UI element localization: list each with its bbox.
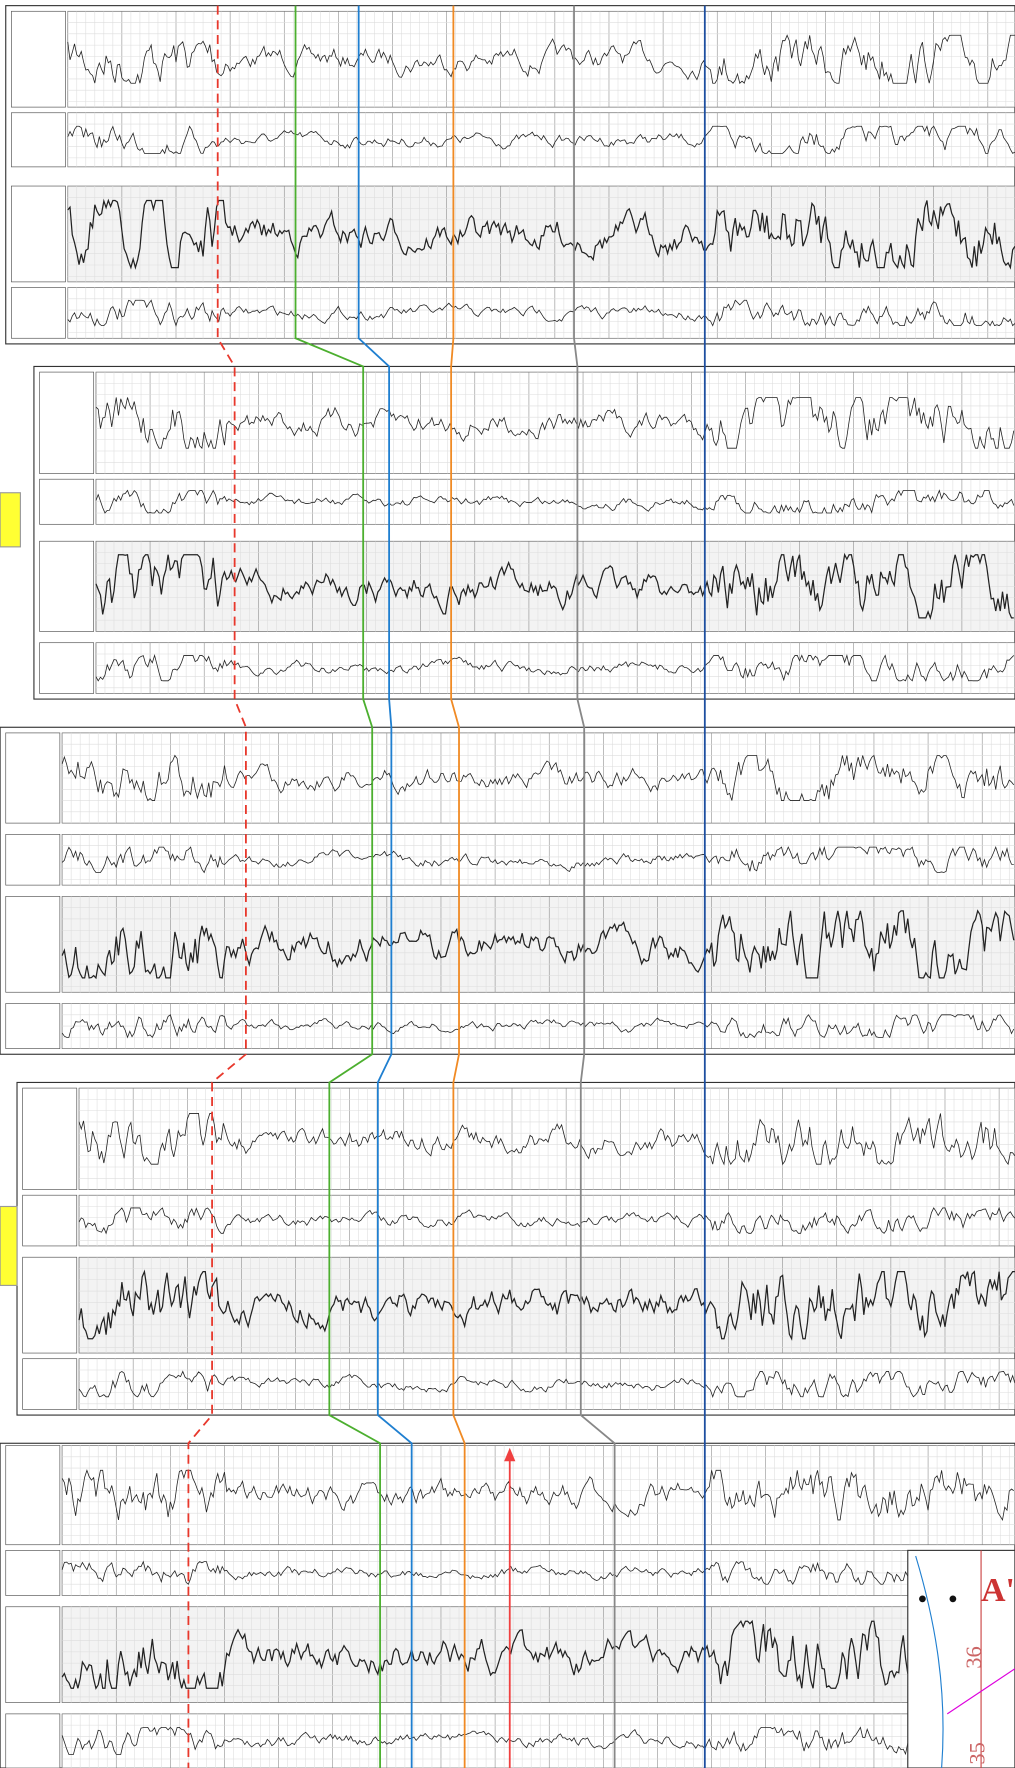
track bbox=[67, 185, 1015, 283]
log-trace bbox=[61, 909, 1015, 980]
log-trace bbox=[95, 489, 1015, 514]
map-line bbox=[946, 1668, 1015, 1715]
header-box bbox=[5, 1606, 61, 1703]
map-line bbox=[915, 1555, 944, 1768]
log-trace bbox=[78, 1206, 1015, 1235]
header-box bbox=[11, 185, 66, 283]
wells bbox=[0, 5, 1015, 1768]
header-box bbox=[22, 1087, 78, 1190]
log-trace bbox=[61, 754, 1015, 802]
log-trace bbox=[61, 1469, 1015, 1522]
log-trace bbox=[95, 552, 1014, 621]
correlation-line bbox=[357, 5, 413, 1768]
log-trace bbox=[61, 1619, 909, 1690]
correlation-line bbox=[450, 5, 466, 1768]
header-box bbox=[5, 834, 61, 886]
map-frame bbox=[907, 1549, 1015, 1768]
highlight-box bbox=[0, 1205, 18, 1286]
correlation-line bbox=[573, 5, 616, 1768]
log-trace bbox=[67, 34, 1015, 84]
header-box bbox=[5, 732, 61, 824]
track bbox=[61, 896, 1015, 993]
header-box bbox=[39, 540, 95, 632]
log-trace bbox=[61, 1726, 909, 1756]
header-box bbox=[5, 1003, 61, 1049]
correlation-line bbox=[294, 5, 381, 1768]
track bbox=[67, 10, 1015, 108]
header-box bbox=[5, 1713, 61, 1768]
log-trace bbox=[95, 653, 1015, 682]
header-box bbox=[11, 287, 66, 339]
correlation-lines bbox=[187, 5, 706, 1768]
track bbox=[78, 1358, 1015, 1410]
header-box bbox=[39, 478, 95, 525]
map-label: 35 bbox=[964, 1742, 989, 1765]
track bbox=[78, 1087, 1015, 1190]
well-dot bbox=[919, 1595, 926, 1603]
header-box bbox=[39, 371, 95, 474]
log-trace bbox=[61, 1560, 909, 1586]
header-box bbox=[5, 1550, 61, 1596]
arrow-head bbox=[504, 1447, 516, 1462]
log-trace bbox=[78, 1269, 1015, 1341]
log-trace bbox=[78, 1113, 1015, 1166]
track bbox=[61, 834, 1015, 886]
track bbox=[67, 287, 1015, 339]
track bbox=[61, 1445, 1015, 1546]
header-box bbox=[22, 1256, 78, 1354]
highlight-box bbox=[0, 492, 21, 548]
header-box bbox=[11, 112, 66, 168]
log-trace bbox=[61, 845, 1014, 874]
log-trace bbox=[67, 299, 1015, 327]
log-trace bbox=[67, 198, 1015, 270]
log-trace bbox=[61, 1014, 1015, 1039]
well-dot bbox=[949, 1595, 957, 1603]
track bbox=[78, 1194, 1015, 1247]
header-box bbox=[11, 10, 66, 108]
header-box bbox=[5, 896, 61, 993]
map-label: 36 bbox=[961, 1646, 986, 1669]
header-box bbox=[5, 1445, 61, 1546]
map-label: A' bbox=[981, 1572, 1015, 1609]
log-trace bbox=[67, 125, 1015, 155]
log-trace bbox=[78, 1370, 1015, 1399]
log-trace bbox=[95, 396, 1015, 450]
header-box bbox=[22, 1194, 78, 1247]
header-box bbox=[22, 1358, 78, 1410]
track bbox=[78, 1256, 1015, 1354]
header-box bbox=[39, 642, 95, 694]
map-inset: A' 36 35 bbox=[907, 1549, 1015, 1768]
